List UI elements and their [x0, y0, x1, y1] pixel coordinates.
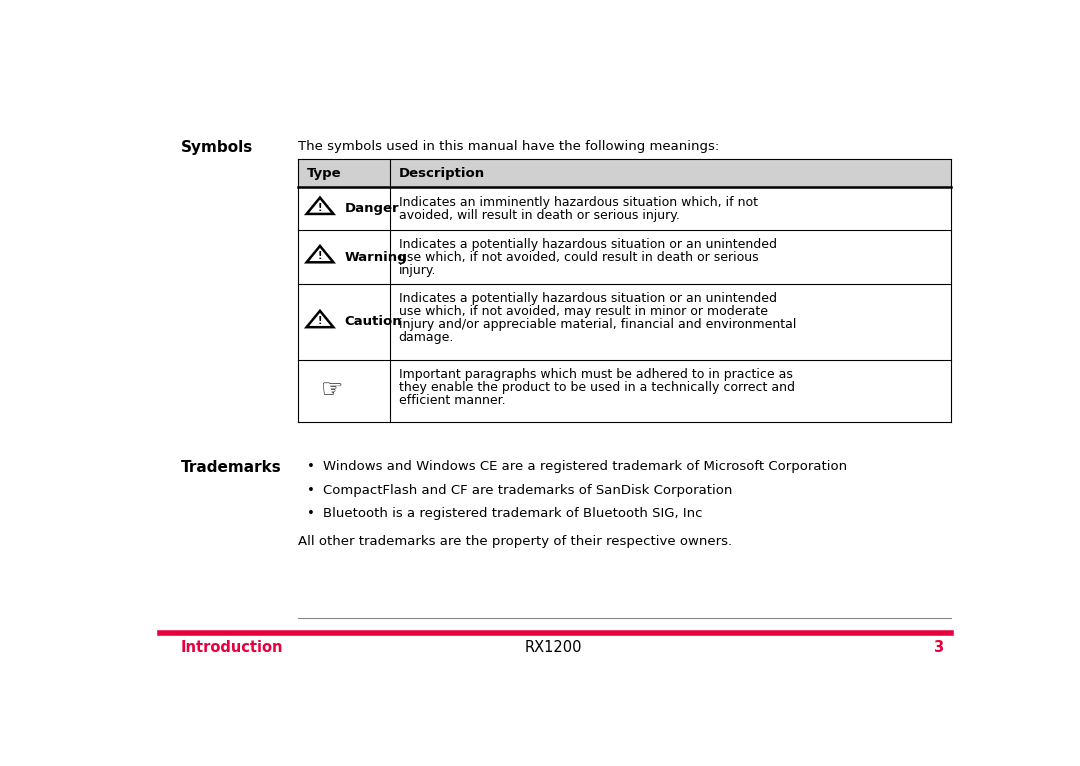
Text: avoided, will result in death or serious injury.: avoided, will result in death or serious… — [399, 208, 679, 221]
Text: Indicates a potentially hazardous situation or an unintended: Indicates a potentially hazardous situat… — [399, 238, 777, 251]
Text: efficient manner.: efficient manner. — [399, 394, 505, 407]
Text: Symbols: Symbols — [181, 140, 254, 155]
Text: !: ! — [318, 251, 322, 261]
Text: Caution: Caution — [345, 316, 402, 329]
Text: Bluetooth is a registered trademark of Bluetooth SIG, Inc: Bluetooth is a registered trademark of B… — [323, 507, 703, 520]
Text: Danger: Danger — [345, 202, 399, 215]
Text: •: • — [307, 483, 314, 496]
Text: •: • — [307, 460, 314, 473]
Text: 3: 3 — [932, 640, 943, 655]
Text: !: ! — [318, 316, 322, 326]
Text: The symbols used in this manual have the following meanings:: The symbols used in this manual have the… — [298, 140, 719, 153]
Text: Indicates a potentially hazardous situation or an unintended: Indicates a potentially hazardous situat… — [399, 293, 777, 306]
Text: damage.: damage. — [399, 332, 454, 345]
Text: RX1200: RX1200 — [525, 640, 582, 655]
Text: ☞: ☞ — [321, 378, 342, 403]
Text: injury.: injury. — [399, 264, 436, 277]
Text: injury and/or appreciable material, financial and environmental: injury and/or appreciable material, fina… — [399, 319, 796, 332]
Text: they enable the product to be used in a technically correct and: they enable the product to be used in a … — [399, 381, 795, 394]
Text: Type: Type — [307, 167, 341, 180]
Text: Important paragraphs which must be adhered to in practice as: Important paragraphs which must be adher… — [399, 368, 793, 381]
Text: Warning: Warning — [345, 250, 407, 264]
Text: Description: Description — [399, 167, 485, 180]
Text: All other trademarks are the property of their respective owners.: All other trademarks are the property of… — [298, 535, 732, 548]
Text: CompactFlash and CF are trademarks of SanDisk Corporation: CompactFlash and CF are trademarks of Sa… — [323, 483, 732, 496]
Text: Indicates an imminently hazardous situation which, if not: Indicates an imminently hazardous situat… — [399, 196, 758, 208]
Text: use which, if not avoided, could result in death or serious: use which, if not avoided, could result … — [399, 251, 758, 264]
Text: •: • — [307, 507, 314, 520]
Text: use which, if not avoided, may result in minor or moderate: use which, if not avoided, may result in… — [399, 306, 768, 319]
Text: Trademarks: Trademarks — [181, 460, 282, 475]
Text: Windows and Windows CE are a registered trademark of Microsoft Corporation: Windows and Windows CE are a registered … — [323, 460, 848, 473]
Bar — [298, 159, 951, 188]
Text: !: ! — [318, 203, 322, 213]
Text: Introduction: Introduction — [181, 640, 284, 655]
